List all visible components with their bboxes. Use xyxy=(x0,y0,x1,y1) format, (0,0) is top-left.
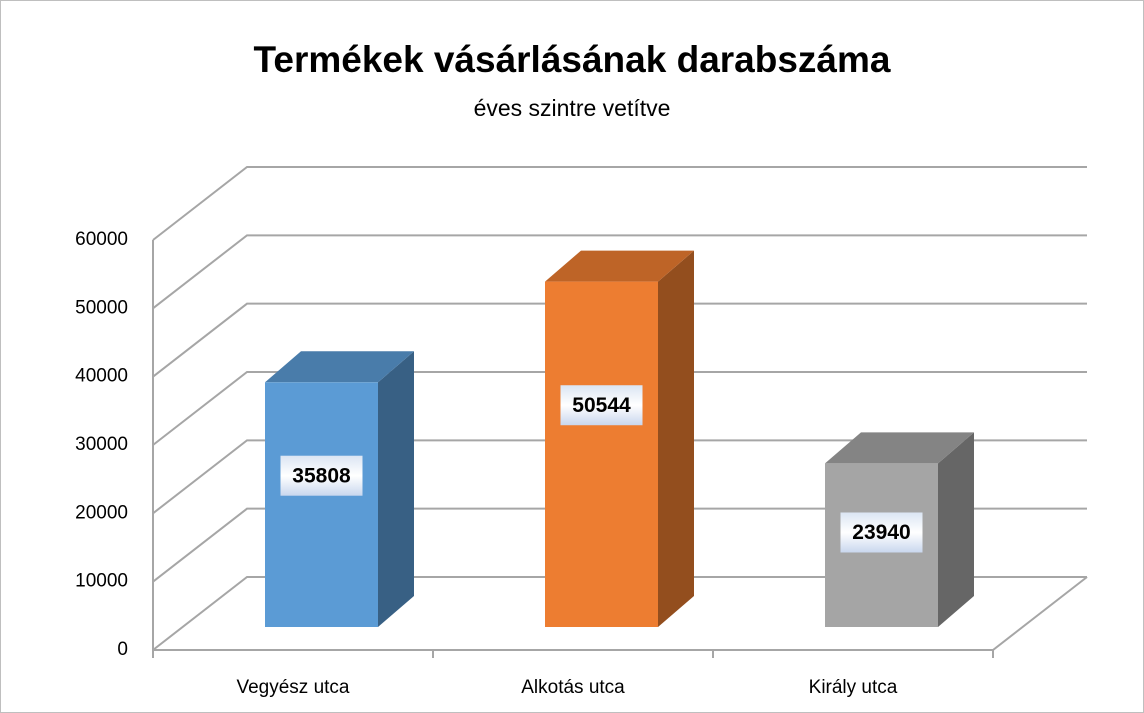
grid-line xyxy=(152,439,1087,515)
y-tick-label: 60000 xyxy=(75,229,128,250)
value-label-box xyxy=(840,512,923,553)
y-tick-label: 30000 xyxy=(75,434,128,455)
bar xyxy=(265,382,378,627)
grid-line xyxy=(152,166,1087,241)
grid-line xyxy=(152,302,1087,378)
bar-top xyxy=(825,432,974,464)
chart-title: Termékek vásárlásának darabszáma xyxy=(254,39,891,80)
value-label-box xyxy=(560,385,643,426)
bar-side xyxy=(938,432,974,627)
grid-line xyxy=(152,576,1087,651)
value-label: 50544 xyxy=(572,394,631,417)
bar-side xyxy=(378,351,414,627)
chart-subtitle: éves szintre vetítve xyxy=(474,95,671,121)
x-tick-label: Alkotás utca xyxy=(521,677,625,698)
bar-top xyxy=(545,250,694,282)
y-tick-label: 50000 xyxy=(75,297,128,318)
y-tick-label: 0 xyxy=(117,639,128,660)
x-tick-label: Vegyész utca xyxy=(236,677,349,698)
y-tick-label: 40000 xyxy=(75,366,128,387)
bar xyxy=(545,281,658,627)
grid-line xyxy=(152,507,1087,583)
grid-line xyxy=(152,234,1087,310)
bar-top xyxy=(265,351,414,383)
value-label-box xyxy=(280,455,363,496)
x-tick-label: Király utca xyxy=(809,677,898,698)
value-label: 23940 xyxy=(852,521,910,544)
grid-line xyxy=(152,371,1087,446)
bar-side xyxy=(658,250,694,627)
y-tick-label: 20000 xyxy=(75,502,128,523)
value-label: 35808 xyxy=(292,464,351,487)
y-tick-label: 10000 xyxy=(75,571,128,592)
